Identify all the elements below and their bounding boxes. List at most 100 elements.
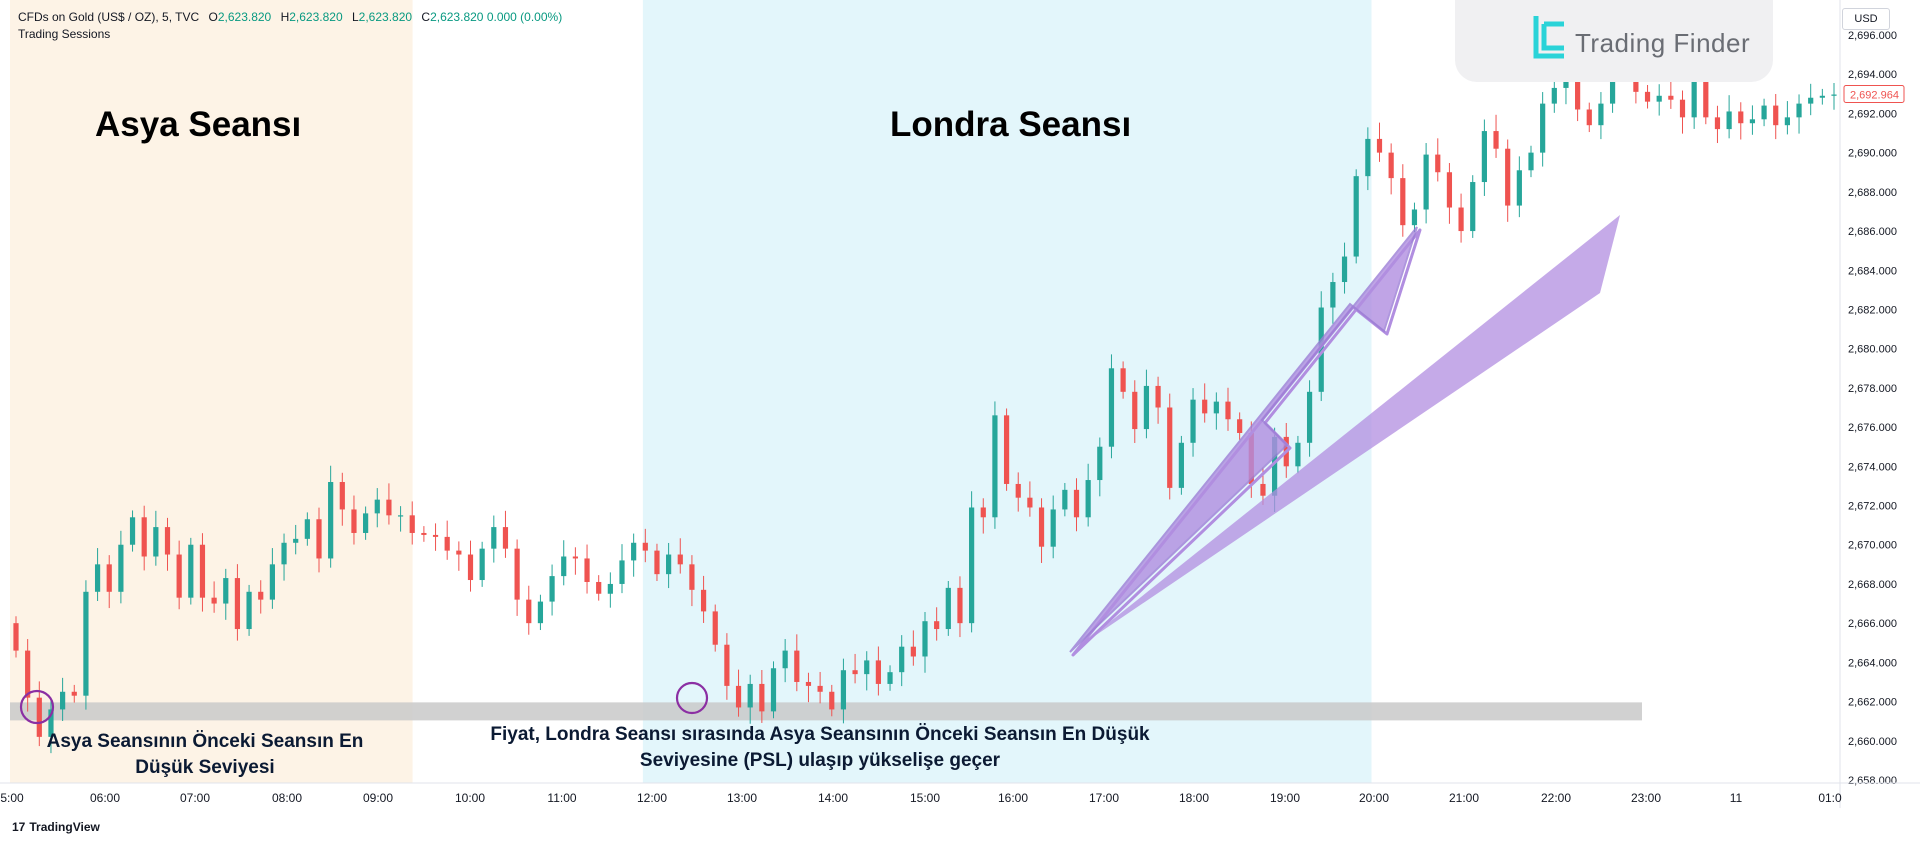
candle-body	[1108, 368, 1115, 447]
symbol-name: CFDs on Gold (US$ / OZ), 5, TVC	[18, 10, 200, 24]
candle-body	[1003, 415, 1010, 484]
price-tick-label: 2,682.000	[1848, 304, 1897, 316]
candle-body	[1540, 103, 1546, 153]
price-tick-label: 2,680.000	[1848, 344, 1897, 356]
candle-body	[1225, 401, 1231, 420]
candle-body	[992, 415, 998, 518]
candle-body	[351, 509, 357, 533]
candle-body	[1015, 483, 1021, 498]
currency-button[interactable]: USD	[1842, 8, 1890, 30]
time-tick-label: 22:00	[1541, 791, 1571, 805]
time-tick-label: 5:00	[0, 791, 24, 805]
close-value: 2,623.820	[430, 10, 484, 24]
candle-body	[957, 587, 963, 624]
candle-body	[1318, 307, 1324, 392]
candle-body	[1202, 399, 1208, 414]
symbol-header: CFDs on Gold (US$ / OZ), 5, TVC O2,623.8…	[18, 10, 563, 24]
candle-body	[561, 556, 567, 577]
candle-body	[129, 517, 136, 545]
candle-body	[211, 597, 217, 604]
candle-body	[1237, 419, 1243, 433]
candle-body	[1796, 103, 1802, 118]
tradingview-logo-icon: 17	[12, 820, 26, 834]
time-tick-label: 11	[1730, 791, 1743, 805]
candle-body	[164, 527, 171, 555]
candle-body	[1703, 72, 1709, 118]
price-tick-label: 2,666.000	[1848, 618, 1897, 630]
indicator-label[interactable]: Trading Sessions	[18, 27, 111, 41]
price-tick-label: 2,670.000	[1848, 540, 1897, 552]
candle-body	[782, 650, 788, 669]
candle-body	[397, 515, 404, 517]
time-tick-label: 07:00	[180, 791, 210, 805]
candle-body	[631, 542, 637, 561]
candle-body	[514, 548, 520, 600]
candle-body	[1481, 131, 1487, 183]
candle-body	[386, 499, 392, 516]
time-tick-label: 13:00	[727, 791, 757, 805]
candle-body	[910, 646, 916, 657]
candle-body	[677, 554, 683, 565]
candle-body	[1167, 407, 1173, 488]
candle-body	[1773, 105, 1779, 126]
candle-body	[526, 599, 532, 624]
candle-body	[1656, 95, 1662, 102]
time-tick-label: 15:00	[910, 791, 940, 805]
candle-body	[1143, 385, 1150, 430]
candle-body	[456, 550, 462, 555]
candle-body	[1097, 446, 1103, 481]
price-tick-label: 2,686.000	[1848, 226, 1897, 238]
time-tick-label: 14:00	[818, 791, 848, 805]
candle-body	[945, 587, 951, 630]
candle-body	[409, 515, 415, 533]
open-value: 2,623.820	[217, 10, 272, 24]
candle-body	[71, 691, 77, 696]
candle-body	[293, 538, 299, 543]
candle-body	[13, 623, 19, 651]
candle-body	[491, 527, 497, 549]
candle-body	[1027, 497, 1033, 508]
price-tick-label: 2,672.000	[1848, 501, 1897, 513]
candle-body	[980, 507, 986, 518]
candle-body	[1575, 74, 1581, 110]
candle-body	[549, 576, 555, 602]
price-tick-label: 2,694.000	[1848, 69, 1897, 81]
candle-body	[374, 499, 380, 514]
candle-body	[1714, 117, 1721, 130]
tradingview-name: TradingView	[29, 820, 100, 834]
candle-body	[94, 564, 101, 592]
candle-body	[1260, 483, 1266, 496]
candle-body	[234, 578, 241, 630]
candle-body	[1400, 178, 1406, 226]
candle-body	[258, 591, 264, 600]
candle-body	[642, 542, 648, 551]
tradingview-footer[interactable]: 17 TradingView	[12, 820, 100, 834]
candle-body	[199, 544, 206, 598]
candle-body	[1085, 480, 1091, 518]
candle-body	[1050, 509, 1056, 547]
candle-body	[141, 517, 147, 557]
candle-body	[1726, 111, 1732, 130]
trading-finder-logo-icon	[1533, 16, 1564, 59]
candle-body	[421, 532, 427, 535]
price-tick-label: 2,662.000	[1848, 697, 1897, 709]
candle-body	[864, 660, 870, 675]
candle-body	[875, 660, 881, 684]
candle-body	[1306, 391, 1313, 443]
candle-body	[1784, 117, 1790, 126]
candle-body	[572, 556, 578, 559]
candle-body	[747, 683, 753, 708]
brand-watermark: Trading Finder	[1455, 0, 1773, 82]
last-price-box	[1843, 85, 1905, 104]
previous-session-low-band	[10, 702, 1642, 721]
candle-body	[1073, 489, 1080, 518]
candle-body	[1470, 182, 1476, 232]
candle-body	[1295, 442, 1301, 467]
high-value: 2,623.820	[289, 10, 343, 24]
candle-body	[83, 591, 89, 696]
candle-body	[1388, 152, 1394, 179]
time-tick-label: 17:00	[1089, 791, 1119, 805]
time-tick-label: 06:00	[90, 791, 120, 805]
time-tick-label: 23:00	[1631, 791, 1661, 805]
